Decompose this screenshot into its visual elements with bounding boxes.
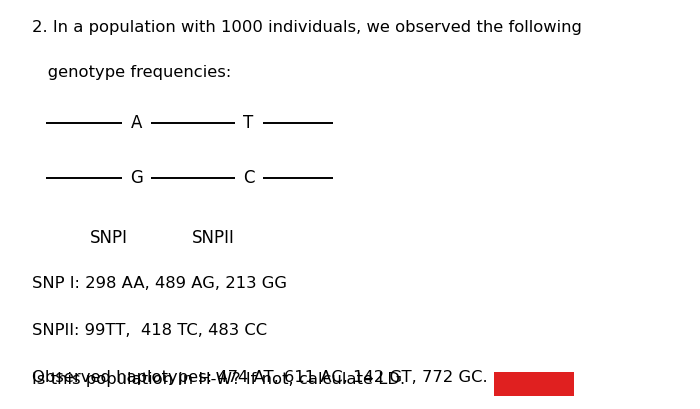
Text: T: T [244,114,253,132]
Text: C: C [243,169,254,187]
Text: SNP I: 298 AA, 489 AG, 213 GG: SNP I: 298 AA, 489 AG, 213 GG [32,276,286,291]
Text: SNPII: SNPII [192,229,235,247]
Text: Is this population in H-W? If not, calculate LD.: Is this population in H-W? If not, calcu… [32,371,405,387]
Text: genotype frequencies:: genotype frequencies: [32,65,231,81]
Text: G: G [130,169,143,187]
Text: Observed haplotypes: 474 AT, 611 AC, 142 GT, 772 GC.: Observed haplotypes: 474 AT, 611 AC, 142… [32,370,487,385]
FancyBboxPatch shape [494,372,574,396]
Text: A: A [131,114,142,132]
Text: SNPII: 99TT,  418 TC, 483 CC: SNPII: 99TT, 418 TC, 483 CC [32,323,267,338]
Text: 2. In a population with 1000 individuals, we observed the following: 2. In a population with 1000 individuals… [32,20,582,36]
Text: SNPI: SNPI [90,229,127,247]
